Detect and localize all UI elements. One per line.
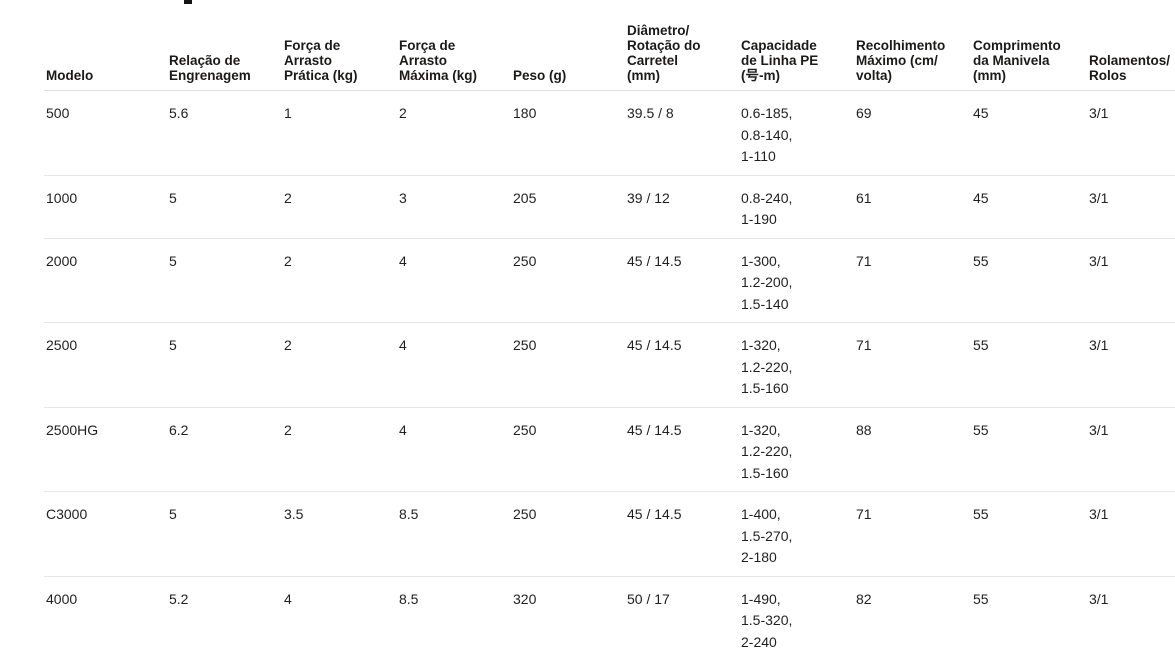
cell-relacao_engrenagem: 5 xyxy=(167,175,282,239)
cell-diametro_rotacao: 45 / 14.5 xyxy=(625,238,739,323)
cell-forca_arrasto_maxima: 4 xyxy=(397,407,511,492)
cell-capacidade_linha_pe: 1-320, 1.2-220, 1.5-160 xyxy=(739,322,854,408)
cell-peso: 250 xyxy=(511,407,625,492)
cell-relacao_engrenagem: 6.2 xyxy=(167,407,282,492)
cell-diametro_rotacao: 45 / 14.5 xyxy=(625,491,739,577)
cell-comprimento_manivela: 45 xyxy=(971,175,1087,239)
column-header-capacidade_linha_pe: Capacidade de Linha PE (号-m) xyxy=(739,0,854,91)
table-row: C3000 5 3.5 8.5 250 45 / 14.5 1-400, 1.5-270, … xyxy=(44,491,1175,577)
cell-diametro_rotacao: 39 / 12 xyxy=(625,175,739,239)
cell-rolamentos_rolos: 3/1 xyxy=(1087,238,1175,323)
cell-peso: 250 xyxy=(511,322,625,408)
cell-forca_arrasto_pratica: 3.5 xyxy=(282,491,397,577)
table-row: 2500 5 2 4 250 45 / 14.5 1-320, 1.2-220, 1.5-1… xyxy=(44,322,1175,408)
table-row: 1000 5 2 3 205 39 / 12 0.8-240, 1-190 61 45 3/1 xyxy=(44,175,1175,239)
table-row: 2000 5 2 4 250 45 / 14.5 1-300, 1.2-200, 1.5-1… xyxy=(44,238,1175,323)
cell-recolhimento_maximo: 71 xyxy=(854,322,971,408)
cell-capacidade_linha_pe: 0.6-185, 0.8-140, 1-110 xyxy=(739,90,854,176)
cell-forca_arrasto_pratica: 2 xyxy=(282,407,397,492)
cell-relacao_engrenagem: 5 xyxy=(167,322,282,408)
reel-specs-table: Modelo Relação de Engrenagem Força de Arra… xyxy=(44,0,1175,652)
cell-recolhimento_maximo: 82 xyxy=(856,590,872,607)
cell-comprimento_manivela: 55 xyxy=(971,491,1087,577)
spec-table-body: 500 5.6 1 2 180 39.5 / 8 0.6-185, 0.8-140, 1-1… xyxy=(44,90,1175,652)
cell-rolamentos_rolos: 3/1 xyxy=(1087,407,1175,492)
cell-modelo: 4000 xyxy=(46,590,78,607)
cell-modelo: 2500HG xyxy=(44,407,167,492)
cell-diametro_rotacao: 45 / 14.5 xyxy=(625,322,739,408)
cell-capacidade_linha_pe: 1-320, 1.2-220, 1.5-160 xyxy=(739,407,854,492)
cell-peso: 250 xyxy=(511,238,625,323)
cell-forca_arrasto_maxima: 4 xyxy=(397,238,511,323)
cell-relacao_engrenagem: 5.2 xyxy=(169,590,189,607)
cell-comprimento_manivela: 45 xyxy=(971,90,1087,176)
cell-diametro_rotacao: 50 / 17 xyxy=(627,590,670,607)
cell-forca_arrasto_maxima: 2 xyxy=(397,90,511,176)
cell-capacidade_linha_pe: 1-300, 1.2-200, 1.5-140 xyxy=(739,238,854,323)
cell-modelo: 2000 xyxy=(44,238,167,323)
cell-comprimento_manivela: 55 xyxy=(971,322,1087,408)
cell-capacidade_linha_pe: 0.8-240, 1-190 xyxy=(739,175,854,239)
cell-peso: 205 xyxy=(511,175,625,239)
cell-recolhimento_maximo: 69 xyxy=(854,90,971,176)
cell-forca_arrasto_pratica: 2 xyxy=(282,175,397,239)
cell-comprimento_manivela: 55 xyxy=(971,407,1087,492)
cell-recolhimento_maximo: 61 xyxy=(854,175,971,239)
cell-capacidade_linha_pe: 1-400, 1.5-270, 2-180 xyxy=(739,491,854,577)
cell-rolamentos_rolos: 3/1 xyxy=(1087,175,1175,239)
header-row: Modelo Relação de Engrenagem Força de Arra… xyxy=(44,0,1175,91)
column-header-forca_arrasto_pratica: Força de Arrasto Prática (kg) xyxy=(282,0,397,91)
cell-forca_arrasto_maxima: 4 xyxy=(397,322,511,408)
column-header-modelo: Modelo xyxy=(44,0,167,91)
table-row: 4000 5.2 4 8.5 320 50 / 17 1-490, 1.5-320, 2-2… xyxy=(44,576,1175,652)
cell-rolamentos_rolos: 3/1 xyxy=(1087,322,1175,408)
cropped-title-text-fragment xyxy=(184,0,192,4)
cell-forca_arrasto_maxima: 3 xyxy=(397,175,511,239)
cell-diametro_rotacao: 39.5 / 8 xyxy=(625,90,739,176)
cell-comprimento_manivela: 55 xyxy=(973,590,989,607)
column-header-peso: Peso (g) xyxy=(511,0,625,91)
spec-table-header: Modelo Relação de Engrenagem Força de Arra… xyxy=(44,0,1175,91)
cell-modelo: 500 xyxy=(44,90,167,176)
cell-recolhimento_maximo: 71 xyxy=(854,238,971,323)
column-header-recolhimento_maximo: Recolhimento Máximo (cm/ volta) xyxy=(854,0,971,91)
cell-relacao_engrenagem: 5.6 xyxy=(167,90,282,176)
table-row: 500 5.6 1 2 180 39.5 / 8 0.6-185, 0.8-140, 1-1… xyxy=(44,90,1175,176)
cell-forca_arrasto_pratica: 2 xyxy=(282,322,397,408)
cell-recolhimento_maximo: 71 xyxy=(854,491,971,577)
cell-relacao_engrenagem: 5 xyxy=(167,238,282,323)
column-header-relacao_engrenagem: Relação de Engrenagem xyxy=(167,0,282,91)
cell-peso: 180 xyxy=(511,90,625,176)
cell-forca_arrasto_maxima: 8.5 xyxy=(397,491,511,577)
cell-forca_arrasto_maxima: 8.5 xyxy=(399,590,419,607)
cell-forca_arrasto_pratica: 1 xyxy=(282,90,397,176)
cell-modelo: 1000 xyxy=(44,175,167,239)
cell-modelo: C3000 xyxy=(44,491,167,577)
cell-capacidade_linha_pe: 1-490, 1.5-320, 2-240 xyxy=(741,590,793,650)
cell-forca_arrasto_pratica: 2 xyxy=(282,238,397,323)
column-header-forca_arrasto_maxima: Força de Arrasto Máxima (kg) xyxy=(397,0,511,91)
cell-rolamentos_rolos: 3/1 xyxy=(1087,491,1175,577)
cell-modelo: 2500 xyxy=(44,322,167,408)
cell-diametro_rotacao: 45 / 14.5 xyxy=(625,407,739,492)
cell-peso: 320 xyxy=(513,590,537,607)
cell-comprimento_manivela: 55 xyxy=(971,238,1087,323)
cell-forca_arrasto_pratica: 4 xyxy=(284,590,292,607)
column-header-diametro_rotacao: Diâmetro/ Rotação do Carretel (mm) xyxy=(625,0,739,91)
cell-recolhimento_maximo: 88 xyxy=(854,407,971,492)
column-header-comprimento_manivela: Comprimento da Manivela (mm) xyxy=(971,0,1087,91)
cell-rolamentos_rolos: 3/1 xyxy=(1087,90,1175,176)
cell-peso: 250 xyxy=(511,491,625,577)
cell-rolamentos_rolos: 3/1 xyxy=(1089,590,1109,607)
cell-relacao_engrenagem: 5 xyxy=(167,491,282,577)
column-header-rolamentos_rolos: Rolamentos/ Rolos xyxy=(1087,0,1175,91)
table-row: 2500HG 6.2 2 4 250 45 / 14.5 1-320, 1.2-220, 1… xyxy=(44,407,1175,492)
